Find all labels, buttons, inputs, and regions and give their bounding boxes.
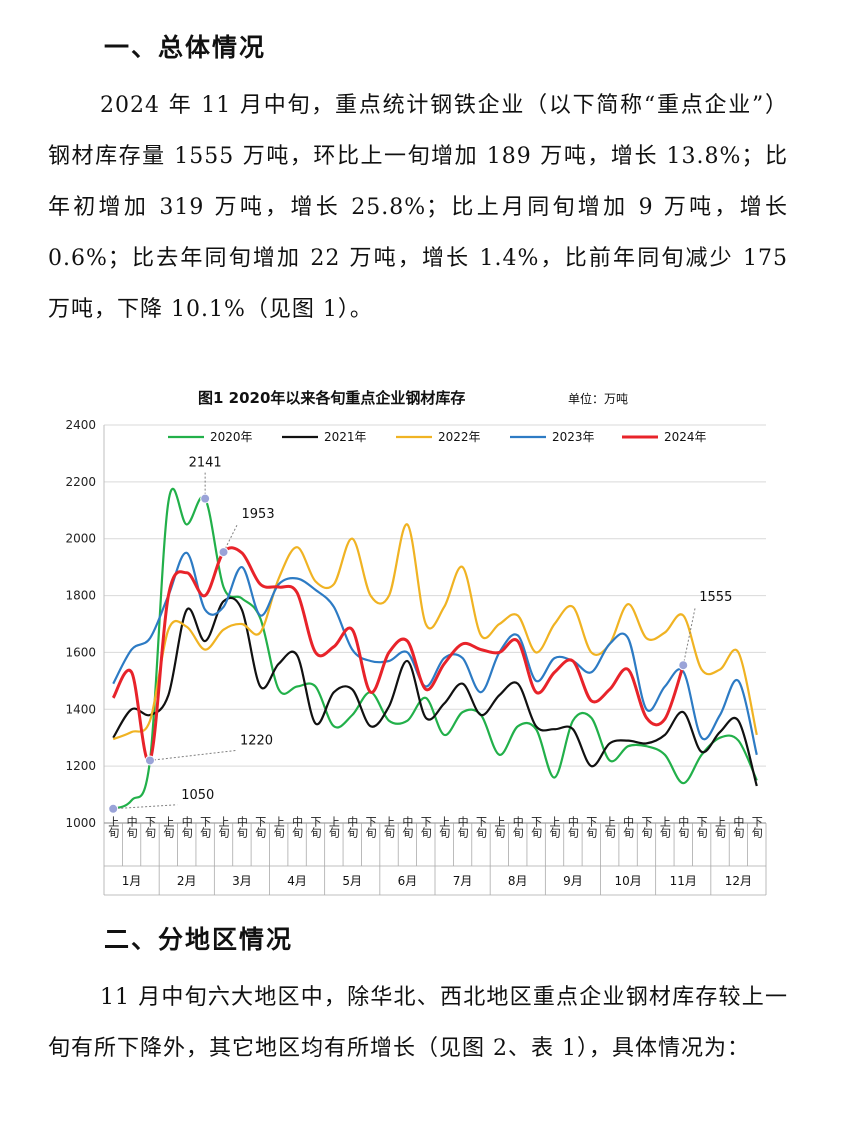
legend: 2020年 2021年 2022年 2023年 2024年 xyxy=(168,430,707,444)
x-period-label: 中旬 xyxy=(732,816,745,839)
x-period-label: 上旬 xyxy=(438,816,451,839)
section1-heading: 一、总体情况 xyxy=(104,33,267,62)
chart-title: 图1 2020年以来各旬重点企业钢材库存 xyxy=(198,389,465,407)
x-period-label: 下旬 xyxy=(695,816,708,839)
x-month-label: 6月 xyxy=(398,874,418,888)
y-tick-label: 1800 xyxy=(65,589,96,603)
x-period-label: 中旬 xyxy=(180,816,193,839)
series-line-2022年 xyxy=(112,523,758,741)
series-line-2021年 xyxy=(112,596,758,787)
legend-label: 2020年 xyxy=(210,430,253,444)
x-period-label: 上旬 xyxy=(162,816,175,839)
x-period-label: 上旬 xyxy=(603,816,616,839)
section2-paragraph-text: 11 月中旬六大地区中，除华北、西北地区重点企业钢材库存较上一旬有所下降外，其它… xyxy=(48,985,788,1061)
series-lines xyxy=(111,487,758,810)
annotation-leader xyxy=(149,749,237,761)
y-tick-label: 1400 xyxy=(65,702,96,716)
y-tick-label: 1600 xyxy=(65,645,96,659)
x-period-label: 下旬 xyxy=(419,816,432,839)
y-tick-label: 1000 xyxy=(65,816,96,830)
annotation-label: 1953 xyxy=(242,507,275,522)
x-period-label: 下旬 xyxy=(474,816,487,839)
x-period-label: 中旬 xyxy=(401,816,414,839)
x-month-label: 11月 xyxy=(670,874,697,888)
x-period-label: 上旬 xyxy=(714,816,727,839)
annotation-label: 2141 xyxy=(189,456,222,471)
x-period-label: 下旬 xyxy=(530,816,543,839)
x-period-label: 下旬 xyxy=(309,816,322,839)
x-month-label: 3月 xyxy=(232,874,252,888)
series-line-2020年 xyxy=(112,487,758,810)
annotation-marker xyxy=(144,755,155,766)
x-period-label: 下旬 xyxy=(585,816,598,839)
x-period-label: 下旬 xyxy=(199,816,212,839)
section1-paragraph-text: 2024 年 11 月中旬，重点统计钢铁企业（以下简称“重点企业”）钢材库存量 … xyxy=(48,93,788,322)
x-period-label: 中旬 xyxy=(566,816,579,839)
annotations: 2141 1953 1220 1050 1555 xyxy=(108,456,732,814)
x-month-label: 8月 xyxy=(508,874,528,888)
annotation-leader xyxy=(113,804,178,810)
x-period-label: 下旬 xyxy=(143,816,156,839)
x-month-label: 9月 xyxy=(563,874,583,888)
annotation-marker xyxy=(218,547,229,558)
x-period-label: 中旬 xyxy=(456,816,469,839)
annotation-marker xyxy=(678,660,689,671)
y-tick-label: 1200 xyxy=(65,759,96,773)
x-period-label: 中旬 xyxy=(291,816,304,839)
inventory-line-chart: 图1 2020年以来各旬重点企业钢材库存 单位：万吨 1000120014001… xyxy=(65,389,767,896)
x-period-label: 上旬 xyxy=(383,816,396,839)
series-line-2024年 xyxy=(111,546,685,764)
x-month-label: 7月 xyxy=(453,874,473,888)
y-tick-label: 2400 xyxy=(65,418,96,432)
annotation-leader xyxy=(223,523,238,553)
legend-label: 2024年 xyxy=(664,430,707,444)
x-period-label: 上旬 xyxy=(493,816,506,839)
x-period-label: 上旬 xyxy=(107,816,120,839)
x-month-label: 5月 xyxy=(342,874,362,888)
x-axis: 上旬 中旬 下旬 上旬 中旬 下旬 上旬 中旬 下旬 上旬 中旬 下旬 上旬 中旬 下旬 上旬 中旬 下旬 上旬 中旬… xyxy=(103,816,767,896)
x-period-label: 下旬 xyxy=(254,816,267,839)
x-period-label: 上旬 xyxy=(327,816,340,839)
x-period-label: 下旬 xyxy=(364,816,377,839)
x-month-label: 2月 xyxy=(177,874,197,888)
legend-label: 2023年 xyxy=(552,430,595,444)
y-tick-label: 2200 xyxy=(65,475,96,489)
x-period-label: 上旬 xyxy=(272,816,285,839)
annotation-leader xyxy=(682,607,696,666)
annotation-label: 1050 xyxy=(181,788,214,803)
section2-paragraph: 11 月中旬六大地区中，除华北、西北地区重点企业钢材库存较上一旬有所下降外，其它… xyxy=(48,972,788,1074)
section2-heading: 二、分地区情况 xyxy=(104,925,294,954)
legend-label: 2021年 xyxy=(324,430,367,444)
x-period-label: 下旬 xyxy=(750,816,763,839)
legend-label: 2022年 xyxy=(438,430,481,444)
x-month-label: 12月 xyxy=(725,874,752,888)
annotation-marker xyxy=(108,803,119,814)
annotation-marker xyxy=(200,493,211,504)
x-period-label: 中旬 xyxy=(622,816,635,839)
x-month-label: 4月 xyxy=(287,874,307,888)
y-axis-ticks: 1000 1200 1400 1600 1800 2000 2200 2400 xyxy=(65,418,96,830)
x-period-label: 中旬 xyxy=(125,816,138,839)
annotation-label: 1220 xyxy=(240,733,273,748)
series-line-2023年 xyxy=(112,551,758,756)
chart-unit: 单位：万吨 xyxy=(568,391,628,406)
x-period-label: 中旬 xyxy=(511,816,524,839)
x-period-label: 上旬 xyxy=(548,816,561,839)
x-period-label: 中旬 xyxy=(346,816,359,839)
x-period-label: 上旬 xyxy=(658,816,671,839)
y-tick-label: 2000 xyxy=(65,532,96,546)
x-month-label: 10月 xyxy=(614,874,641,888)
section1-paragraph: 2024 年 11 月中旬，重点统计钢铁企业（以下简称“重点企业”）钢材库存量 … xyxy=(48,80,788,335)
x-period-label: 中旬 xyxy=(677,816,690,839)
x-period-label: 下旬 xyxy=(640,816,653,839)
x-month-label: 1月 xyxy=(122,874,142,888)
x-period-label: 上旬 xyxy=(217,816,230,839)
annotation-label: 1555 xyxy=(699,590,732,605)
x-period-label: 中旬 xyxy=(235,816,248,839)
